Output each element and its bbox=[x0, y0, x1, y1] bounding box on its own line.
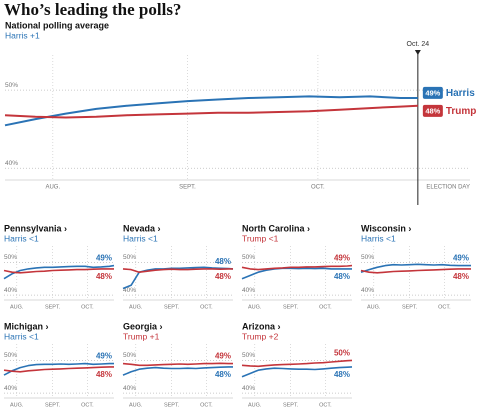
x-tick-label: SEPT. bbox=[179, 185, 196, 191]
trend-line bbox=[3, 268, 114, 274]
chart-subtitle: Trump <1 bbox=[242, 233, 279, 243]
x-tick-label: OCT. bbox=[200, 304, 213, 310]
chart-subtitle: Harris <1 bbox=[123, 233, 158, 243]
x-tick-label: SEPT. bbox=[164, 402, 180, 408]
y-tick-label: 50% bbox=[123, 254, 136, 261]
value-label: 49% bbox=[425, 88, 440, 97]
trend-line bbox=[122, 366, 233, 376]
trend-line bbox=[3, 362, 114, 376]
chart-title[interactable]: Georgia › bbox=[123, 321, 163, 331]
x-tick-label: SEPT. bbox=[283, 402, 299, 408]
value-label: 48% bbox=[96, 272, 112, 281]
x-tick-label: SEPT. bbox=[45, 402, 61, 408]
chart-title[interactable]: Pennsylvania › bbox=[4, 223, 67, 233]
trend-line bbox=[360, 268, 471, 274]
value-label: 48% bbox=[215, 370, 231, 379]
date-marker-arrow bbox=[414, 50, 421, 55]
x-tick-label: OCT. bbox=[319, 402, 332, 408]
y-tick-label: 40% bbox=[242, 287, 255, 294]
value-label: 48% bbox=[453, 272, 469, 281]
trend-line bbox=[3, 366, 114, 373]
y-tick-label: 40% bbox=[4, 385, 17, 392]
x-tick-label: AUG. bbox=[45, 185, 60, 191]
value-label: 50% bbox=[334, 348, 350, 357]
y-tick-label: 50% bbox=[4, 352, 17, 359]
trend-line bbox=[4, 104, 418, 119]
x-tick-label: AUG. bbox=[367, 304, 381, 310]
x-tick-label: AUG. bbox=[248, 402, 262, 408]
chart-subtitle: Trump +1 bbox=[123, 331, 160, 341]
trend-line bbox=[241, 264, 353, 271]
chart-subtitle: Harris +1 bbox=[5, 30, 40, 40]
value-label: 48% bbox=[96, 370, 112, 379]
chart-title[interactable]: Michigan › bbox=[4, 321, 49, 331]
y-tick-label: 40% bbox=[361, 287, 374, 294]
date-marker-label: Oct. 24 bbox=[407, 41, 430, 48]
value-label: 48% bbox=[215, 272, 231, 281]
value-badge bbox=[422, 86, 443, 99]
x-tick-label: OCT. bbox=[200, 402, 213, 408]
chart-title: National polling average bbox=[5, 20, 109, 30]
value-label: 49% bbox=[96, 254, 112, 263]
trend-line bbox=[3, 264, 115, 280]
y-tick-label: 40% bbox=[5, 160, 18, 167]
x-tick-label: OCT. bbox=[438, 304, 451, 310]
page-title: Who’s leading the polls? bbox=[4, 0, 181, 19]
y-tick-label: 50% bbox=[242, 254, 255, 261]
chart-subtitle: Harris <1 bbox=[4, 233, 39, 243]
trend-line bbox=[241, 359, 353, 368]
value-label: 49% bbox=[334, 254, 350, 263]
value-label: 48% bbox=[425, 106, 440, 115]
x-tick-label: AUG. bbox=[248, 304, 262, 310]
y-tick-label: 50% bbox=[242, 352, 255, 359]
y-tick-label: 40% bbox=[4, 287, 17, 294]
y-tick-label: 50% bbox=[123, 352, 136, 359]
trend-line bbox=[4, 95, 418, 127]
y-tick-label: 40% bbox=[242, 385, 255, 392]
chart-subtitle: Trump +2 bbox=[242, 331, 279, 341]
chart-subtitle: Harris <1 bbox=[361, 233, 396, 243]
value-label: 48% bbox=[215, 257, 231, 266]
x-tick-label: OCT. bbox=[311, 185, 325, 191]
x-tick-label: OCT. bbox=[81, 402, 94, 408]
x-tick-label: AUG. bbox=[129, 402, 143, 408]
x-tick-label: AUG. bbox=[129, 304, 143, 310]
value-label: 49% bbox=[453, 254, 469, 263]
y-tick-label: 50% bbox=[5, 82, 18, 89]
x-tick-label: AUG. bbox=[10, 304, 24, 310]
value-badge bbox=[422, 104, 443, 117]
value-label: 48% bbox=[334, 370, 350, 379]
trend-line bbox=[122, 268, 233, 273]
x-tick-label: ELECTION DAY bbox=[426, 185, 470, 191]
trend-line bbox=[360, 263, 471, 273]
value-label: 48% bbox=[334, 272, 350, 281]
chart-title[interactable]: North Carolina › bbox=[242, 223, 310, 233]
y-tick-label: 40% bbox=[123, 385, 136, 392]
chart-title[interactable]: Nevada › bbox=[123, 223, 161, 233]
x-tick-label: SEPT. bbox=[402, 304, 418, 310]
value-label: 49% bbox=[215, 352, 231, 361]
x-tick-label: SEPT. bbox=[283, 304, 299, 310]
chart-title[interactable]: Arizona › bbox=[242, 321, 281, 331]
y-tick-label: 40% bbox=[123, 287, 136, 294]
x-tick-label: SEPT. bbox=[164, 304, 180, 310]
y-tick-label: 50% bbox=[4, 254, 17, 261]
x-tick-label: OCT. bbox=[319, 304, 332, 310]
trend-line bbox=[122, 362, 233, 367]
trend-line bbox=[241, 267, 352, 280]
x-tick-label: OCT. bbox=[81, 304, 94, 310]
legend-label: Trump bbox=[446, 106, 477, 117]
legend-label: Harris bbox=[446, 88, 475, 99]
chart-title[interactable]: Wisconsin › bbox=[361, 223, 411, 233]
value-label: 49% bbox=[96, 352, 112, 361]
y-tick-label: 50% bbox=[361, 254, 374, 261]
x-tick-label: SEPT. bbox=[45, 304, 61, 310]
trend-line bbox=[241, 366, 353, 378]
chart-subtitle: Harris <1 bbox=[4, 331, 39, 341]
x-tick-label: AUG. bbox=[10, 402, 24, 408]
